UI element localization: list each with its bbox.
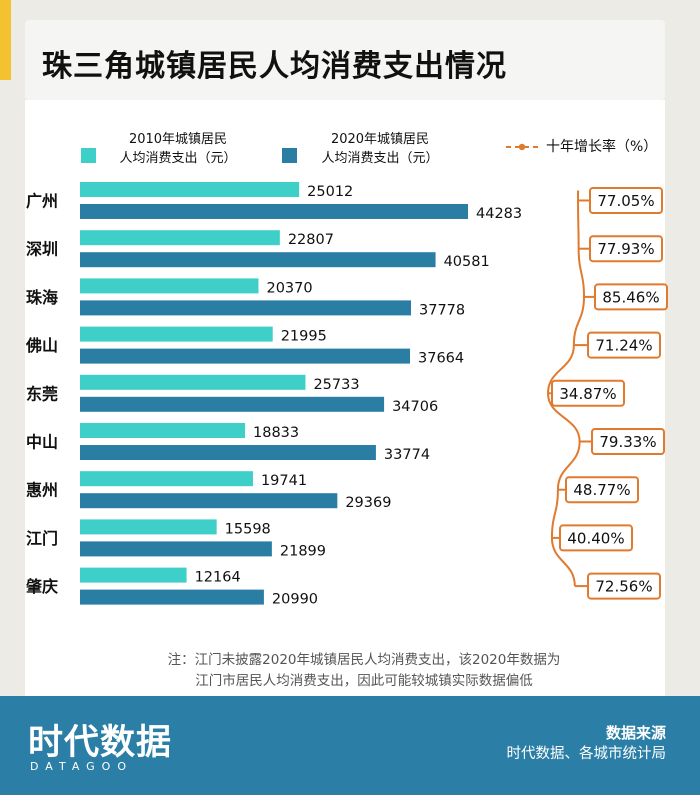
value-label-2010: 22807 <box>288 232 334 248</box>
value-label-2020: 44283 <box>476 206 522 222</box>
value-label-2010: 25733 <box>313 377 359 393</box>
footnote-line2: 江门市居民人均消费支出，因此可能较城镇实际数据偏低 <box>195 673 533 689</box>
footer-bar <box>0 696 700 795</box>
category-label: 珠海 <box>26 288 58 307</box>
growth-box <box>559 524 633 552</box>
bar-2010 <box>80 326 273 342</box>
bar-2010 <box>80 374 306 390</box>
bar-2020 <box>80 348 411 364</box>
footnote-line1: 注：江门未披露2020年城镇居民人均消费支出，该2020年数据为 <box>167 652 561 668</box>
value-label-2010: 25012 <box>307 184 353 200</box>
growth-label: 85.46% <box>602 288 659 306</box>
growth-label: 34.87% <box>559 385 616 403</box>
legend-swatch-2020 <box>282 148 297 163</box>
growth-label: 48.77% <box>573 481 630 499</box>
value-label-2020: 21899 <box>280 543 326 559</box>
growth-label: 77.93% <box>597 240 654 258</box>
bar-2020 <box>80 204 468 219</box>
legend-swatch-2010 <box>81 148 96 163</box>
legend-label-2010: 2010年城镇居民 人均消费支出（元） <box>98 130 258 168</box>
legend-label-2020: 2020年城镇居民 人均消费支出（元） <box>300 130 460 168</box>
bar-2010 <box>80 519 217 535</box>
value-label-2020: 33774 <box>384 447 430 463</box>
value-label-2020: 20990 <box>272 592 318 608</box>
source-heading: 数据来源 <box>605 724 666 742</box>
legend-label-2010-line2: 人均消费支出（元） <box>119 151 237 166</box>
bar-2010 <box>80 423 246 438</box>
title-panel <box>25 20 665 100</box>
legend-label-growth: 十年增长率（%） <box>546 139 658 155</box>
title-accent-bar <box>0 0 11 80</box>
growth-box <box>594 283 668 311</box>
bar-2020 <box>80 252 436 268</box>
value-label-2010: 18833 <box>253 425 299 441</box>
bar-2010 <box>80 567 187 583</box>
brand-logo-subtitle: DATAGOO <box>30 760 133 773</box>
growth-label: 71.24% <box>595 337 652 355</box>
brand-logo: 时代数据 <box>28 723 173 763</box>
value-label-2020: 34706 <box>392 399 438 415</box>
bar-2020 <box>80 541 272 557</box>
category-label: 肇庆 <box>25 577 58 596</box>
growth-box <box>589 235 663 263</box>
category-label: 东莞 <box>26 384 58 403</box>
value-label-2020: 40581 <box>444 254 490 270</box>
value-label-2020: 37778 <box>419 302 465 318</box>
category-label: 中山 <box>26 433 58 452</box>
bar-2020 <box>80 445 376 460</box>
growth-box <box>587 331 661 359</box>
category-label: 惠州 <box>26 481 58 500</box>
growth-label: 77.05% <box>597 192 654 210</box>
value-label-2010: 15598 <box>225 521 271 537</box>
footnote: 注：江门未披露2020年城镇居民人均消费支出，该2020年数据为 江门市居民人均… <box>84 650 644 692</box>
source-text: 时代数据、各城市统计局 <box>506 746 667 762</box>
bar-2020 <box>80 589 264 605</box>
bar-2020 <box>80 396 385 412</box>
value-label-2020: 37664 <box>418 351 464 367</box>
value-label-2010: 21995 <box>281 329 327 345</box>
growth-label: 72.56% <box>595 578 652 596</box>
value-label-2010: 19741 <box>261 473 307 489</box>
legend-label-2020-line2: 人均消费支出（元） <box>321 151 439 166</box>
bar-2010 <box>80 278 259 294</box>
category-label: 深圳 <box>26 240 58 259</box>
bar-2010 <box>80 182 300 197</box>
legend-label-2010-line1: 2010年城镇居民 <box>128 132 228 147</box>
growth-box <box>587 572 661 600</box>
category-label: 佛山 <box>25 336 58 355</box>
growth-box <box>591 428 665 455</box>
bar-2010 <box>80 230 280 246</box>
bar-2020 <box>80 493 338 509</box>
category-label: 广州 <box>26 192 58 211</box>
growth-label: 79.33% <box>599 433 656 451</box>
bar-2020 <box>80 300 412 316</box>
category-label: 江门 <box>26 529 58 548</box>
value-label-2010: 12164 <box>195 570 241 586</box>
value-label-2010: 20370 <box>266 280 312 296</box>
value-label-2020: 29369 <box>345 495 391 511</box>
chart-title: 珠三角城镇居民人均消费支出情况 <box>42 49 507 84</box>
growth-box <box>565 476 639 504</box>
legend-label-2020-line1: 2020年城镇居民 <box>330 132 430 147</box>
legend-growth-marker <box>506 143 538 151</box>
growth-box <box>589 187 663 214</box>
growth-label: 40.40% <box>567 529 624 547</box>
bar-2010 <box>80 471 253 487</box>
growth-box <box>551 379 625 407</box>
